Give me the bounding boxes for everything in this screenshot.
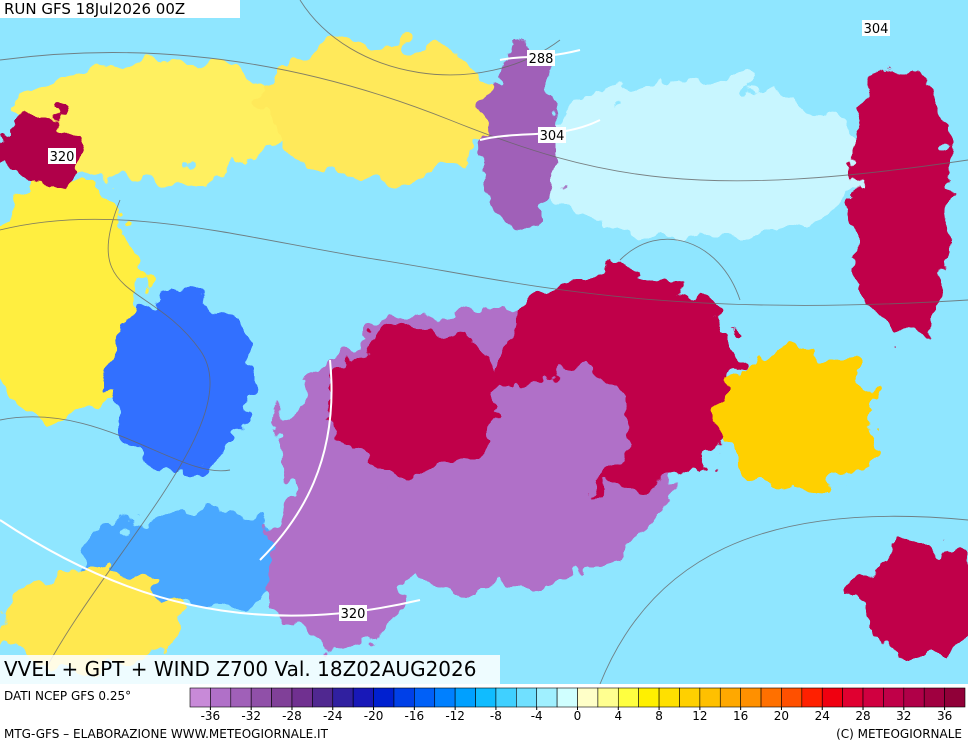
colorbar-box — [597, 687, 619, 708]
colorbar-box — [638, 687, 660, 708]
run-label: RUN GFS 18Jul2026 00Z — [4, 0, 185, 18]
colorbar-box — [393, 687, 415, 708]
colorbar-tick-label: -32 — [241, 709, 261, 723]
colorbar-box — [883, 687, 905, 708]
streamlines — [0, 0, 968, 684]
colorbar-box — [332, 687, 354, 708]
colorbar-box — [679, 687, 701, 708]
colorbar-box — [210, 687, 232, 708]
contour-label-box — [48, 148, 76, 164]
colorbar-box — [352, 687, 374, 708]
colorbar-box — [699, 687, 721, 708]
colorbar-box — [454, 687, 476, 708]
copyright: (C) METEOGIORNALE — [836, 727, 962, 741]
colorbar-tick-label: 36 — [937, 709, 952, 723]
colorbar-tick-label: -28 — [282, 709, 302, 723]
colorbar-box — [760, 687, 782, 708]
colorbar-tick-label: -8 — [490, 709, 502, 723]
colorbar-tick-label: 16 — [733, 709, 748, 723]
colorbar-box — [577, 687, 599, 708]
colorbar-box — [414, 687, 436, 708]
map-title: VVEL + GPT + WIND Z700 Val. 18Z02AUG2026 — [4, 657, 476, 681]
source-label: DATI NCEP GFS 0.25° — [4, 689, 131, 703]
colorbar-tick-label: 8 — [655, 709, 663, 723]
colorbar-box — [271, 687, 293, 708]
contour-label: 304 — [540, 129, 565, 144]
colorbar-box — [495, 687, 517, 708]
colorbar-box — [475, 687, 497, 708]
colorbar-box — [740, 687, 762, 708]
contour-label: 288 — [529, 52, 554, 67]
colorbar-tick-label: 4 — [614, 709, 622, 723]
colorbar-box — [801, 687, 823, 708]
colorbar-box — [617, 687, 639, 708]
colorbar-tick-label: -24 — [323, 709, 343, 723]
colorbar-tick-label: 20 — [774, 709, 789, 723]
colorbar-box — [230, 687, 252, 708]
colorbar-box — [821, 687, 843, 708]
colorbar-box — [903, 687, 925, 708]
colorbar-box — [516, 687, 538, 708]
run-box — [0, 0, 240, 18]
contour-label-box — [538, 127, 566, 143]
contour-label-box — [527, 50, 555, 66]
colorbar-box — [781, 687, 803, 708]
colorbar-tick-label: -20 — [364, 709, 384, 723]
colorbar-box — [291, 687, 313, 708]
colorbar-box — [250, 687, 272, 708]
contour-label: 320 — [341, 607, 366, 622]
colorbar-box — [434, 687, 456, 708]
contour-label: 304 — [864, 22, 889, 37]
contour-label-box — [339, 605, 367, 621]
colorbar-box — [923, 687, 945, 708]
colorbar: -36 -32 -28 -24 -20 -16 -12 -8 -4 0 4 8 12 16 20 24 28 32… — [189, 687, 966, 723]
colorbar-box — [719, 687, 741, 708]
map — [0, 0, 968, 684]
colorbar-box — [944, 687, 966, 708]
contour-label-box — [862, 20, 890, 36]
colorbar-box — [189, 687, 211, 708]
colorbar-box — [373, 687, 395, 708]
colorbar-tick-label: 0 — [574, 709, 582, 723]
colorbar-tick-label: 24 — [815, 709, 830, 723]
contour-labels: 288 304 304 320 320 — [48, 20, 890, 622]
colorbar-tick-label: -16 — [405, 709, 425, 723]
colorbar-box — [312, 687, 334, 708]
contour-label: 320 — [50, 150, 75, 165]
colorbar-box — [536, 687, 558, 708]
colorbar-box — [862, 687, 884, 708]
colorbar-box — [658, 687, 680, 708]
colorbar-tick-label: -36 — [201, 709, 221, 723]
colorbar-tick-label: 32 — [896, 709, 911, 723]
colorbar-tick-label: 28 — [855, 709, 870, 723]
colorbar-box — [842, 687, 864, 708]
colorbar-tick-label: -4 — [531, 709, 543, 723]
credit: MTG-GFS – ELABORAZIONE WWW.METEOGIORNALE… — [4, 727, 329, 741]
title-box — [0, 655, 500, 684]
colorbar-box — [556, 687, 578, 708]
colorbar-tick-label: 12 — [692, 709, 707, 723]
colorbar-tick-label: -12 — [445, 709, 465, 723]
